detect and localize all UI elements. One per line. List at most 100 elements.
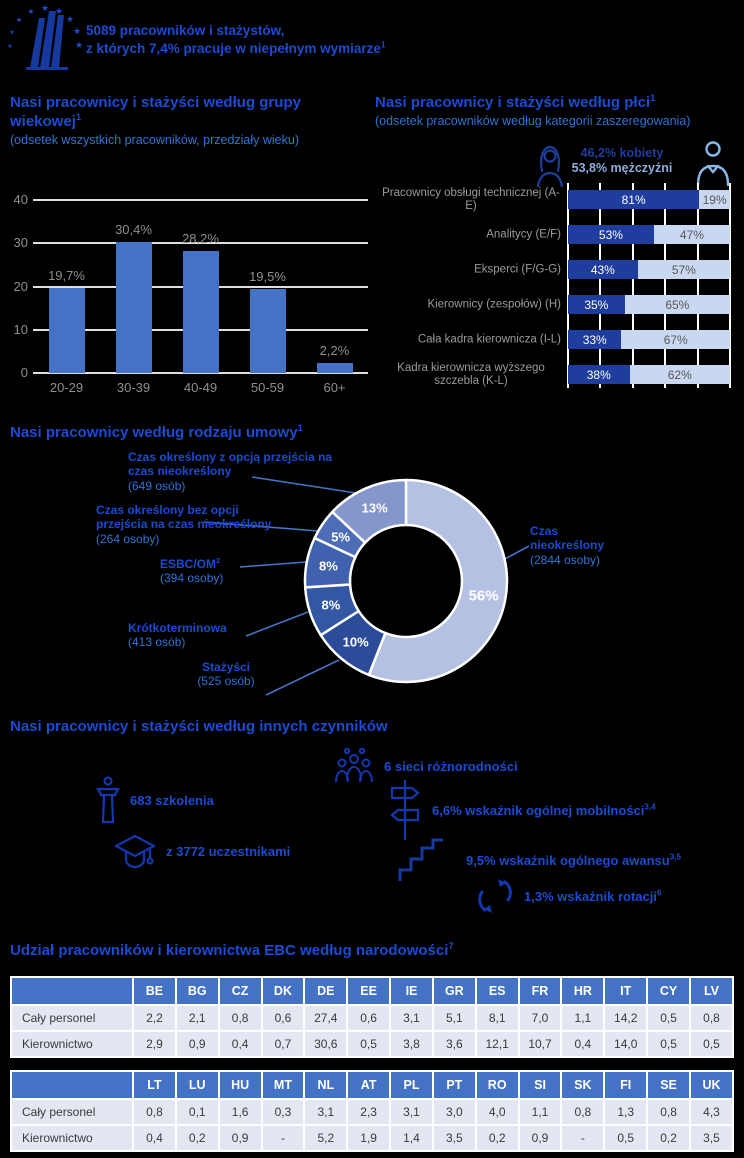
header-line1: 5089 pracowników i stażystów, <box>86 23 285 38</box>
women-segment: 81% <box>568 190 700 209</box>
table-cell: 2,1 <box>176 1006 218 1030</box>
table-cell: 10,7 <box>519 1032 561 1056</box>
donut-percentage-label: 8% <box>318 558 338 574</box>
table-cell: 0,8 <box>219 1006 261 1030</box>
table-cell: 30,6 <box>305 1032 347 1056</box>
bar <box>316 363 353 373</box>
callout-line <box>265 659 340 696</box>
nationality-table-container-2: LT LU HU MT NL AT PL PT RO SI SK FI SE UK Cały persone… <box>10 1070 734 1152</box>
country-column-header: AT <box>348 1072 390 1098</box>
men-segment: 57% <box>637 260 730 279</box>
stacked-bar: 81% 19% <box>568 190 730 209</box>
donut-callout-label: Czas nieokreślony <box>530 524 605 553</box>
donut-percentage-label: 56% <box>468 587 499 605</box>
table-cell: 0,5 <box>605 1126 647 1150</box>
bar-value-label: 19,5% <box>249 268 286 284</box>
donut-callout-count: (649 osób) <box>128 478 186 493</box>
table-cell: 3,1 <box>305 1100 347 1124</box>
header-line2: z których 7,4% pracuje w niepełnym wymia… <box>86 39 386 56</box>
legend-women: 46,2% kobiety <box>580 146 664 160</box>
table-cell: 0,4 <box>134 1126 175 1150</box>
lectern-icon <box>96 776 120 824</box>
country-column-header: PL <box>391 1072 432 1098</box>
country-column-header: GR <box>433 978 475 1004</box>
y-axis-tick-label: 40 <box>13 192 28 207</box>
ecb-logo: ★ ★ ★ ★ ★ ★ ★ ★ ★ <box>6 2 84 77</box>
table-cell: 0,6 <box>262 1006 304 1030</box>
factor-text: 683 szkolenia <box>130 792 214 808</box>
table-cell: 0,8 <box>134 1100 175 1124</box>
country-column-header: CY <box>648 978 689 1004</box>
women-segment: 43% <box>568 260 638 279</box>
table-cell: 1,9 <box>348 1126 390 1150</box>
gender-chart-subtitle: (odsetek pracowników według kategorii za… <box>375 114 691 128</box>
donut-callout-label: ESBC/OM2 <box>160 556 221 571</box>
donut-segment <box>367 478 509 684</box>
table-cell: 12,1 <box>476 1032 518 1056</box>
women-segment: 38% <box>568 365 630 384</box>
donut-callout: Czas nieokreślony (2844 osoby) <box>530 524 628 567</box>
gender-stacked-chart: Pracownicy obsługi technicznej (A-E) 81% 1… <box>375 180 741 395</box>
factors-title: Nasi pracownicy i stażyści według innych… <box>10 718 388 735</box>
bar <box>48 287 85 373</box>
table-cell: 3,5 <box>433 1126 475 1150</box>
category-label: Kierownicy (zespołów) (H) <box>375 298 561 311</box>
callout-lines <box>203 476 530 696</box>
callout-line <box>502 545 530 561</box>
table-cell: 0,9 <box>519 1126 561 1150</box>
donut-callout-label: Czas określony z opcją przejścia na czas… <box>128 450 333 479</box>
country-column-header: IT <box>605 978 647 1004</box>
women-segment: 53% <box>568 225 654 244</box>
gridline <box>729 183 731 388</box>
category-label-text: Eksperci (F/G-G) <box>474 262 561 275</box>
callout-line <box>245 611 309 637</box>
category-label: Cała kadra kierownicza (I-L) <box>375 333 561 346</box>
country-column-header: LT <box>134 1072 175 1098</box>
table-cell: 0,8 <box>562 1100 604 1124</box>
table-cell: 0,5 <box>648 1006 689 1030</box>
table-cell: 1,3 <box>605 1100 647 1124</box>
y-axis-tick-label: 30 <box>13 235 28 251</box>
y-axis-tick-label: 10 <box>13 321 28 337</box>
x-axis-tick-label: 40-49 <box>183 380 218 395</box>
table-cell: 8,1 <box>476 1006 518 1030</box>
stairs-icon <box>398 838 444 882</box>
factor-item: 683 szkolenia <box>96 776 214 824</box>
country-column-header: RO <box>476 1072 518 1098</box>
nationality-table-2: LT LU HU MT NL AT PL PT RO SI SK FI SE UK Cały persone… <box>10 1070 734 1152</box>
table-cell: 0,2 <box>176 1126 218 1150</box>
callout-line <box>239 561 307 568</box>
callout-line <box>203 521 319 532</box>
donut-callout-count: (525 osób) <box>197 674 255 689</box>
donut-callout: ESBC/OM2 (394 osoby) <box>160 557 270 586</box>
table-header-row: BE BG CZ DK DE EE IE GR ES FR HR IT CY LV <box>12 978 732 1004</box>
gridline <box>696 183 699 388</box>
table-cell: 0,5 <box>648 1032 689 1056</box>
table-row: Cały personel 0,8 0,1 1,6 0,3 3,1 2,3 3,1 3,0 4,0… <box>12 1100 732 1124</box>
bar-value-label: 28,2% <box>182 231 219 247</box>
table-cell: 3,1 <box>391 1100 432 1124</box>
gridline <box>599 183 602 388</box>
table-cell: 0,5 <box>690 1032 732 1056</box>
table-cell: 1,1 <box>519 1100 561 1124</box>
gridline <box>631 183 634 388</box>
table-cell: 0,4 <box>219 1032 261 1056</box>
country-column-header: LV <box>690 978 732 1004</box>
table-row: Kierownictwo 0,4 0,2 0,9-5,2 1,9 1,4 3,5 0,2 0,9… <box>12 1126 732 1150</box>
country-column-header: FI <box>605 1072 647 1098</box>
factor-item: z 3772 uczestnikami <box>114 832 290 870</box>
donut-segment <box>331 478 408 544</box>
country-column-header: IE <box>391 978 432 1004</box>
country-column-header: DK <box>262 978 304 1004</box>
gridline <box>33 199 368 201</box>
stacked-bar: 38% 62% <box>568 365 730 384</box>
table-cell: 2,9 <box>134 1032 175 1056</box>
female-icon <box>535 142 565 193</box>
contract-section: Nasi pracownicy według rodzaju umowy1 56… <box>0 418 744 718</box>
table-cell: 0,6 <box>348 1006 390 1030</box>
factor-item: 9,5% wskaźnik ogólnego awansu3,5 <box>398 838 681 882</box>
table-cell: 0,8 <box>648 1100 689 1124</box>
table-cell: - <box>262 1126 304 1150</box>
male-icon <box>694 137 732 192</box>
country-column-header: LU <box>176 1072 218 1098</box>
